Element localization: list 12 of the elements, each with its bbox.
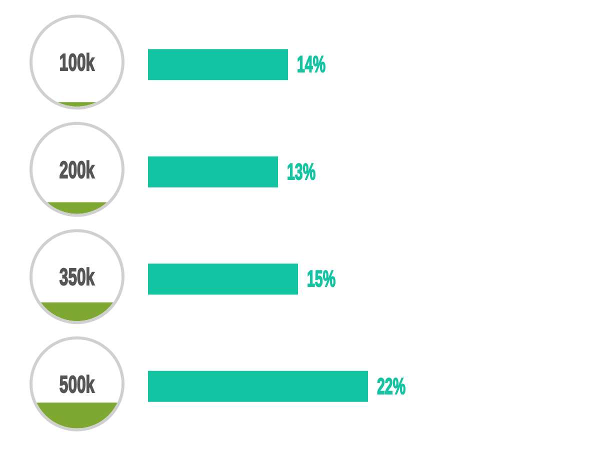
data-label: 15% <box>307 267 336 293</box>
y-tick-label: 500k <box>59 372 96 398</box>
bar <box>148 370 368 402</box>
data-label: 14% <box>297 52 326 78</box>
y-tick-label: 350k <box>59 265 96 292</box>
y-tick-label: 100k <box>59 50 96 77</box>
bar <box>148 49 288 80</box>
bar <box>148 264 298 295</box>
y-tick-label: 200k <box>59 158 96 184</box>
data-label: 22% <box>377 374 406 400</box>
data-label: 13% <box>287 160 316 186</box>
bar <box>148 156 278 188</box>
